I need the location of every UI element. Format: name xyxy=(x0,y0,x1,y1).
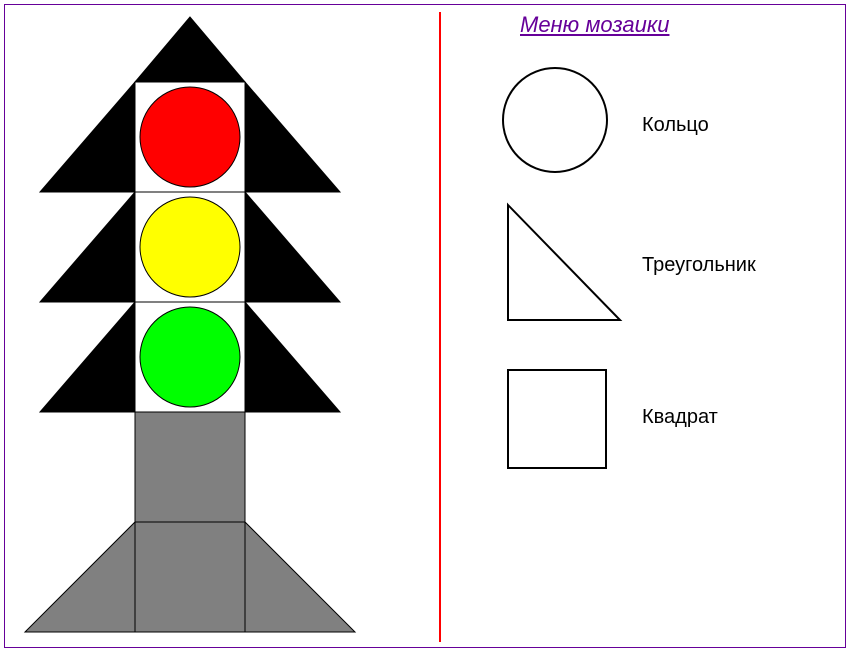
diagram-svg xyxy=(0,0,854,656)
traffic-visor-left-2 xyxy=(40,302,135,412)
legend-label-circle: Кольцо xyxy=(642,114,709,137)
traffic-visor-left-1 xyxy=(40,192,135,302)
legend-label-square: Квадрат xyxy=(642,406,718,429)
traffic-base-0 xyxy=(25,522,135,632)
traffic-light-bulb-yellow xyxy=(140,197,240,297)
traffic-visor-right-2 xyxy=(245,302,340,412)
traffic-pole-0 xyxy=(135,412,245,522)
traffic-base-1 xyxy=(245,522,355,632)
traffic-visor-right-0 xyxy=(245,82,340,192)
traffic-visor-left-0 xyxy=(40,82,135,192)
legend-triangle-icon xyxy=(508,205,620,320)
mosaic-menu-title[interactable]: Меню мозаики xyxy=(520,12,669,38)
traffic-visor-right-1 xyxy=(245,192,340,302)
traffic-top-triangle xyxy=(135,17,245,82)
traffic-pole-1 xyxy=(135,522,245,632)
traffic-light-bulb-green xyxy=(140,307,240,407)
legend-square-icon xyxy=(508,370,606,468)
legend-label-triangle: Треугольник xyxy=(642,254,756,277)
traffic-light-bulb-red xyxy=(140,87,240,187)
legend-circle-icon xyxy=(503,68,607,172)
